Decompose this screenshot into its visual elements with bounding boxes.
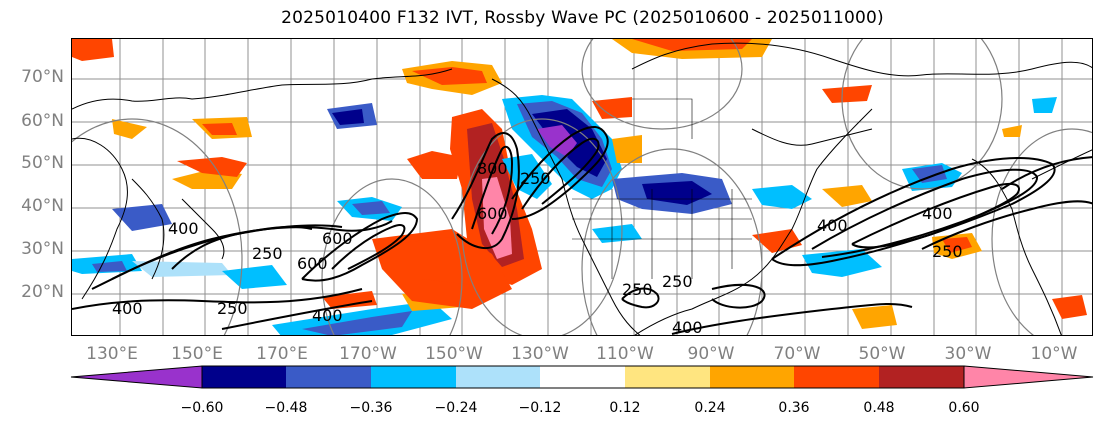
contour-label: 600 — [322, 229, 353, 248]
contour-label: 600 — [477, 204, 508, 223]
anomaly-blob — [412, 67, 487, 85]
colorbar-bin — [879, 366, 964, 388]
lon-label-90w: 90°W — [687, 344, 735, 364]
colorbar — [70, 365, 1094, 389]
contour-label: 600 — [297, 254, 328, 273]
contour-label: 250 — [662, 272, 693, 291]
anomaly-blob — [177, 157, 247, 177]
contour-label-group: 400 250 600 400 250 600 800 250 400 250 … — [112, 159, 963, 336]
reference-circles — [72, 39, 1092, 335]
contour-label: 400 — [817, 216, 848, 235]
contour-label: 250 — [217, 299, 248, 318]
anomaly-blob — [822, 185, 872, 207]
colorbar-tick-label: 0.60 — [948, 400, 980, 416]
lat-label-40n: 40°N — [21, 196, 64, 216]
anomaly-blob — [912, 165, 947, 183]
anomaly-blob — [482, 177, 512, 259]
figure-title: 2025010400 F132 IVT, Rossby Wave PC (202… — [281, 8, 884, 28]
colorbar-tick-label: 0.12 — [609, 400, 641, 416]
state-borders — [572, 98, 752, 279]
anomaly-blob — [612, 135, 642, 163]
colorbar-bin — [456, 366, 540, 388]
anomaly-blob — [592, 224, 642, 243]
colorbar-tick-label: 0.36 — [778, 400, 810, 416]
lon-label-150e: 150°E — [171, 344, 223, 364]
lon-label-70w: 70°W — [773, 344, 821, 364]
anomaly-blob — [222, 265, 287, 289]
anomaly-blob — [332, 109, 364, 125]
anomaly-blob — [592, 97, 632, 119]
colorbar-bin — [371, 366, 456, 388]
colorbar-extend-low — [70, 365, 203, 389]
anomaly-blob — [1032, 97, 1057, 113]
anomaly-blob — [202, 123, 237, 135]
anomaly-blob — [302, 311, 412, 335]
anomaly-blob — [112, 119, 147, 139]
lon-label-170w: 170°W — [339, 344, 397, 364]
anomaly-blob — [942, 237, 972, 253]
lon-label-50w: 50°W — [858, 344, 906, 364]
anomaly-blob — [822, 85, 872, 103]
lon-label-110w: 110°W — [596, 344, 654, 364]
anomaly-blob — [632, 39, 752, 51]
anomaly-blob — [752, 185, 812, 209]
colorbar-bin — [540, 366, 625, 388]
colorbar-bin — [202, 366, 286, 388]
lat-label-60n: 60°N — [21, 111, 64, 131]
lat-label-20n: 20°N — [21, 282, 64, 302]
contour-label: 400 — [672, 318, 703, 336]
contour-label: 400 — [312, 306, 343, 325]
anomaly-blob — [407, 151, 462, 179]
contour-label: 400 — [168, 219, 199, 238]
contour-label: 400 — [112, 299, 143, 318]
lat-label-70n: 70°N — [21, 67, 64, 87]
anomaly-blob — [1052, 295, 1087, 319]
lon-label-150w: 150°W — [425, 344, 483, 364]
colorbar-tick-label: −0.48 — [264, 400, 308, 416]
lon-label-10w: 10°W — [1030, 344, 1078, 364]
contour-label: 250 — [622, 280, 653, 299]
anomaly-blob — [92, 261, 127, 272]
contour-label: 800 — [477, 159, 508, 178]
colorbar-tick-label: 0.48 — [863, 400, 895, 416]
anomaly-blob — [502, 154, 552, 199]
anomaly-blob — [72, 39, 114, 61]
colorbar-tick-label: 0.24 — [694, 400, 726, 416]
anomaly-blob — [852, 305, 897, 329]
contour-label: 250 — [252, 244, 283, 263]
colorbar-tick-label: −0.24 — [434, 400, 478, 416]
colorbar-bin — [286, 366, 371, 388]
lon-label-170e: 170°E — [256, 344, 308, 364]
coastlines — [72, 42, 1092, 335]
colorbar-extend-high — [963, 365, 1094, 389]
contour-label: 250 — [520, 169, 551, 188]
contour-label: 400 — [922, 204, 953, 223]
anomaly-blob — [132, 261, 232, 277]
ivt-contours — [72, 126, 1092, 335]
colorbar-bin — [710, 366, 794, 388]
anomaly-blob — [1002, 125, 1022, 137]
map-panel: 400 250 600 400 250 600 800 250 400 250 … — [71, 38, 1093, 336]
map-canvas: 400 250 600 400 250 600 800 250 400 250 … — [72, 39, 1092, 336]
lon-label-30w: 30°W — [944, 344, 992, 364]
lat-label-50n: 50°N — [21, 153, 64, 173]
anomaly-blob — [537, 125, 577, 157]
colorbar-tick-label: −0.60 — [180, 400, 224, 416]
lon-label-130w: 130°W — [511, 344, 569, 364]
colorbar-tick-label: −0.12 — [518, 400, 562, 416]
contour-label: 250 — [932, 242, 963, 261]
colorbar-bin — [625, 366, 710, 388]
ivt-anomaly-shading — [72, 39, 1087, 335]
colorbar-bin — [794, 366, 879, 388]
anomaly-blob — [352, 201, 390, 215]
colorbar-tick-label: −0.36 — [349, 400, 393, 416]
lon-label-130e: 130°E — [86, 344, 138, 364]
lat-label-30n: 30°N — [21, 239, 64, 259]
